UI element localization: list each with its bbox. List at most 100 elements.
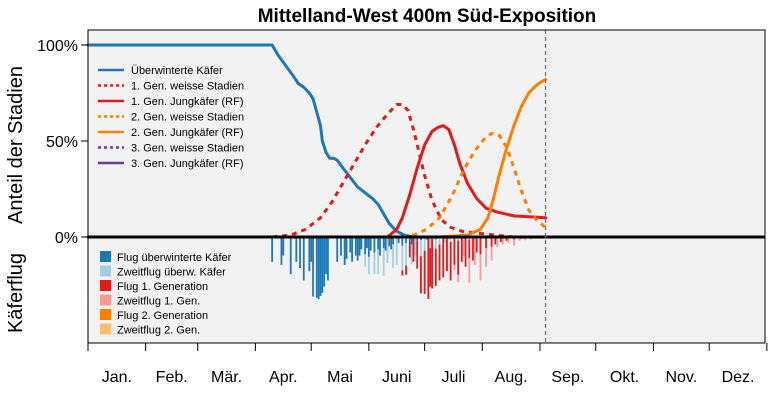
flight-bar-1 <box>310 237 313 262</box>
flight-bar-3 <box>494 237 497 245</box>
flight-bar-2 <box>401 245 404 271</box>
flight-bar-1 <box>408 237 411 242</box>
flight-bar-2 <box>429 237 432 249</box>
flight-bar-1 <box>367 237 370 257</box>
flight-bar-6 <box>513 245 515 246</box>
legend-flight-swatch <box>100 251 111 262</box>
flight-bar-1 <box>299 237 301 268</box>
y-axis-label-flight: Käferflug <box>5 253 27 333</box>
flight-bar-1 <box>349 237 352 253</box>
flight-bar-1 <box>397 237 400 244</box>
flight-bar-2 <box>444 237 446 244</box>
flight-bar-2 <box>395 237 398 265</box>
flight-bar-3 <box>427 237 430 299</box>
flight-bar-1 <box>325 237 327 275</box>
flight-bar-3 <box>434 248 437 286</box>
y-tick-label: 100% <box>37 38 78 55</box>
flight-bar-1 <box>302 237 305 281</box>
flight-bar-3 <box>429 248 432 287</box>
legend-flight-label: Flug überwinterte Käfer <box>117 252 232 264</box>
legend-stage-label: 3. Gen. Jungkäfer (RF) <box>131 158 244 170</box>
flight-bar-1 <box>351 237 353 262</box>
flight-bar-3 <box>401 270 404 276</box>
flight-bar-1 <box>358 237 361 256</box>
flight-bar-1 <box>321 237 324 293</box>
flight-bar-1 <box>340 237 342 256</box>
legend-flight-label: Flug 2. Generation <box>117 310 208 322</box>
flight-bar-2 <box>364 254 367 267</box>
flight-bar-3 <box>405 265 407 275</box>
flight-bar-4 <box>473 237 476 265</box>
flight-bar-3 <box>431 238 433 289</box>
flight-bar-2 <box>392 244 394 268</box>
legend-stage-label: 3. Gen. weisse Stadien <box>131 143 244 155</box>
x-month-label: Mai <box>327 369 353 386</box>
flight-bar-4 <box>457 274 460 283</box>
y-tick-label: 50% <box>46 134 78 151</box>
x-month-label: Juli <box>441 369 465 386</box>
flight-bar-4 <box>524 237 526 241</box>
series-line-1 <box>86 43 548 239</box>
flight-bar-3 <box>479 237 482 255</box>
legend-stage-label: 1. Gen. Jungkäfer (RF) <box>131 96 244 108</box>
flight-bar-3 <box>460 237 463 262</box>
legend-flight-swatch <box>100 323 111 335</box>
flight-bar-3 <box>438 244 441 281</box>
flight-bar-2 <box>457 237 460 241</box>
flight-bar-1 <box>336 237 339 262</box>
flight-bar-3 <box>475 238 478 253</box>
flight-bar-3 <box>408 241 411 258</box>
x-month-label: Sep. <box>551 369 584 386</box>
flight-bar-1 <box>416 237 419 241</box>
flight-bar-1 <box>384 237 387 251</box>
x-month-label: Aug. <box>495 369 528 386</box>
flight-bar-1 <box>315 237 318 298</box>
x-month-label: Jan. <box>102 369 132 386</box>
flight-bar-2 <box>410 244 413 265</box>
flight-bar-1 <box>308 237 311 272</box>
flight-bar-3 <box>416 240 419 269</box>
flight-bar-1 <box>295 237 298 262</box>
flight-bar-1 <box>345 237 348 259</box>
flight-bar-1 <box>312 237 314 297</box>
flight-bar-3 <box>485 237 487 249</box>
flight-bar-3 <box>468 239 471 259</box>
flight-bar-3 <box>412 237 415 262</box>
x-month-label: Nov. <box>665 369 697 386</box>
flight-bar-4 <box>513 239 515 245</box>
flight-bar-1 <box>271 237 274 262</box>
legend-flight-label: Zweitflug überw. Käfer <box>117 267 226 279</box>
flight-bar-1 <box>382 237 385 249</box>
flight-bar-4 <box>479 254 482 281</box>
flight-bar-3 <box>472 237 474 261</box>
legend-stage-label: 2. Gen. Jungkäfer (RF) <box>131 127 244 139</box>
flight-bar-1 <box>377 237 380 250</box>
flight-bar-3 <box>505 237 508 241</box>
plot-frame <box>87 29 766 344</box>
flight-bar-2 <box>423 237 426 251</box>
flight-bar-1 <box>401 237 404 246</box>
flight-bar-1 <box>289 237 292 275</box>
flight-bar-4 <box>490 246 493 261</box>
flight-bar-2 <box>438 237 441 245</box>
flight-bar-2 <box>420 240 422 257</box>
x-month-label: Dez. <box>722 369 755 386</box>
flight-bar-2 <box>405 243 407 266</box>
flight-bar-3 <box>453 237 456 265</box>
flight-bar-4 <box>485 248 487 267</box>
flight-bar-1 <box>388 237 391 247</box>
legend-flight-label: Zweitflug 1. Gen. <box>117 296 200 308</box>
series-line-3 <box>86 124 548 239</box>
flight-bar-1 <box>343 237 346 265</box>
flight-bar-1 <box>373 237 376 253</box>
flight-bar-3 <box>457 240 460 275</box>
flight-bar-1 <box>327 237 329 281</box>
flight-bar-1 <box>360 237 363 250</box>
y-axis-label-stages: Anteil der Stadien <box>5 66 27 224</box>
flight-bar-2 <box>373 252 376 275</box>
flight-bar-5 <box>513 244 515 246</box>
chart-title: Mittelland-West 400m Süd-Exposition <box>258 6 597 27</box>
series-line-4 <box>402 131 547 239</box>
flight-bar-1 <box>392 237 394 245</box>
